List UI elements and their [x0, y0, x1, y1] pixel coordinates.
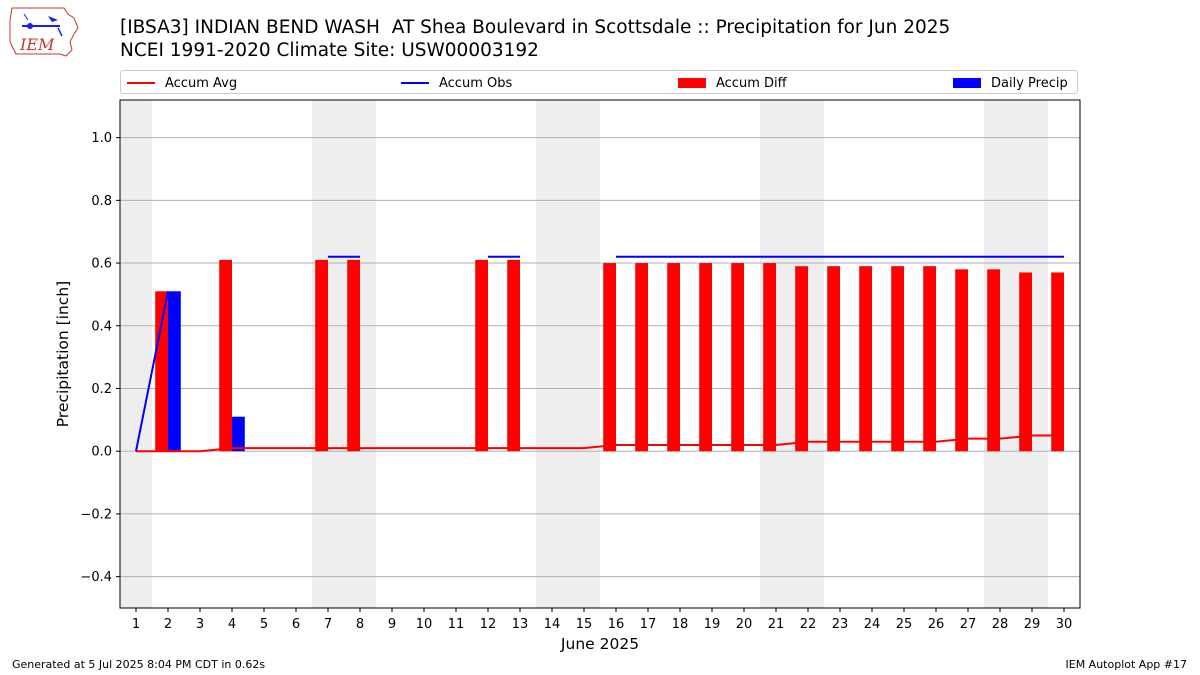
weekend-band: [120, 100, 152, 608]
x-tick-label: 23: [832, 617, 849, 632]
x-tick-label: 17: [640, 617, 657, 632]
legend-item-daily-precip: Daily Precip: [953, 74, 1068, 92]
x-tick-label: 10: [416, 617, 433, 632]
accum-diff-bar: [827, 266, 840, 452]
x-tick-label: 4: [228, 617, 236, 632]
y-axis-label: Precipitation [inch]: [54, 281, 72, 427]
x-tick-label: 19: [704, 617, 721, 632]
legend-label-daily-precip: Daily Precip: [991, 75, 1068, 91]
y-tick-label: −0.2: [80, 507, 112, 522]
x-tick-label: 29: [1024, 617, 1041, 632]
x-tick-label: 12: [480, 617, 497, 632]
x-tick-label: 11: [448, 617, 465, 632]
x-tick-label: 7: [324, 617, 332, 632]
accum-diff-bar: [731, 263, 744, 452]
accum-diff-bar: [667, 263, 680, 452]
x-tick-label: 8: [356, 617, 364, 632]
legend-swatch-accum-diff: [678, 78, 706, 88]
x-tick-label: 3: [196, 617, 204, 632]
accum-diff-bar: [763, 263, 776, 452]
accum-diff-bar: [923, 266, 936, 452]
x-tick-label: 18: [672, 617, 689, 632]
x-tick-label: 15: [576, 617, 593, 632]
x-tick-label: 25: [896, 617, 913, 632]
y-tick-label: 0.8: [91, 194, 112, 209]
weekend-band: [568, 100, 600, 608]
x-tick-label: 16: [608, 617, 625, 632]
accum-diff-bar: [795, 266, 808, 452]
x-tick-label: 5: [260, 617, 268, 632]
legend-swatch-daily-precip: [953, 78, 981, 88]
legend-swatch-accum-obs: [401, 82, 429, 84]
accum-obs-line: [135, 291, 169, 452]
accum-diff-bar: [1051, 272, 1064, 452]
x-tick-label: 21: [768, 617, 785, 632]
daily-precip-bar: [168, 291, 181, 452]
accum-avg-line: [136, 434, 1064, 453]
weekend-band: [536, 100, 568, 608]
x-tick-label: 30: [1056, 617, 1073, 632]
x-tick-label: 14: [544, 617, 561, 632]
plot-frame: [119, 99, 1081, 609]
accum-diff-bar: [155, 291, 168, 452]
accum-diff-bar: [699, 263, 712, 452]
x-tick-label: 27: [960, 617, 977, 632]
y-tick-label: 0.4: [91, 319, 112, 334]
app-credit: IEM Autoplot App #17: [1065, 658, 1188, 671]
accum-diff-bar: [347, 259, 360, 452]
generated-timestamp: Generated at 5 Jul 2025 8:04 PM CDT in 0…: [12, 658, 266, 671]
accum-diff-bar: [475, 259, 488, 452]
legend-item-accum-obs: Accum Obs: [401, 74, 512, 92]
y-tick-label: 0.2: [91, 382, 112, 397]
y-tick-label: 0.6: [91, 257, 112, 272]
legend-label-accum-diff: Accum Diff: [716, 75, 787, 91]
accum-diff-bar: [635, 263, 648, 452]
legend: Accum Avg Accum Obs Accum Diff Daily Pre…: [120, 70, 1078, 94]
x-tick-label: 13: [512, 617, 529, 632]
x-tick-label: 24: [864, 617, 881, 632]
accum-diff-bar: [507, 259, 520, 452]
accum-diff-bar: [315, 259, 328, 452]
legend-item-accum-diff: Accum Diff: [678, 74, 787, 92]
x-tick-label: 28: [992, 617, 1009, 632]
y-tick-label: −0.4: [80, 570, 112, 585]
accum-diff-bar: [219, 259, 232, 452]
accum-diff-bar: [987, 269, 1000, 452]
iem-logo: IEM: [9, 7, 79, 57]
y-tick-label: 0.0: [91, 445, 112, 460]
x-tick-label: 2: [164, 617, 172, 632]
accum-diff-bar: [955, 269, 968, 452]
accum-diff-bar: [603, 263, 616, 452]
accum-diff-bar: [859, 266, 872, 452]
chart-title: [IBSA3] INDIAN BEND WASH AT Shea Bouleva…: [120, 17, 951, 38]
accum-diff-bar: [891, 266, 904, 452]
x-tick-label: 9: [388, 617, 396, 632]
legend-swatch-accum-avg: [127, 82, 155, 84]
x-tick-label: 26: [928, 617, 945, 632]
x-tick-label: 20: [736, 617, 753, 632]
legend-label-accum-obs: Accum Obs: [439, 75, 513, 91]
svg-text:IEM: IEM: [19, 35, 55, 54]
daily-precip-bar: [232, 416, 245, 452]
chart-subtitle: NCEI 1991-2020 Climate Site: USW00003192: [120, 40, 539, 61]
legend-label-accum-avg: Accum Avg: [165, 75, 238, 91]
accum-diff-bar: [1019, 272, 1032, 452]
x-axis-label: June 2025: [560, 635, 639, 653]
x-tick-label: 22: [800, 617, 817, 632]
y-tick-label: 1.0: [91, 131, 112, 146]
legend-item-accum-avg: Accum Avg: [127, 74, 237, 92]
x-tick-label: 1: [132, 617, 140, 632]
x-tick-label: 6: [292, 617, 300, 632]
